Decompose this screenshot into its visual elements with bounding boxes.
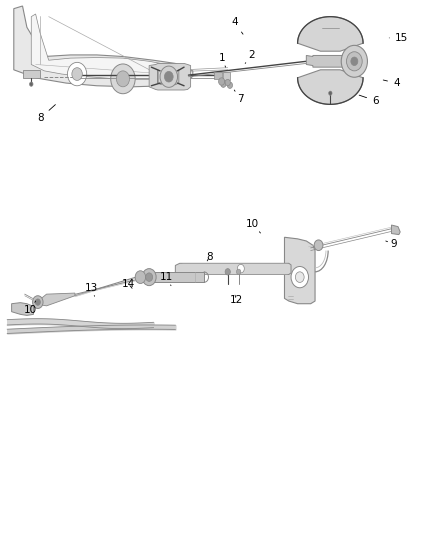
- Circle shape: [219, 78, 225, 85]
- Circle shape: [135, 271, 146, 284]
- Circle shape: [142, 269, 156, 286]
- Circle shape: [328, 91, 332, 95]
- Text: 8: 8: [206, 252, 213, 262]
- Text: 6: 6: [359, 95, 378, 106]
- Polygon shape: [306, 55, 354, 67]
- Circle shape: [237, 264, 244, 273]
- FancyBboxPatch shape: [223, 72, 230, 80]
- Circle shape: [227, 82, 233, 88]
- Polygon shape: [22, 70, 40, 78]
- Text: 2: 2: [245, 50, 255, 63]
- Polygon shape: [141, 272, 204, 282]
- Text: 10: 10: [23, 301, 36, 315]
- Polygon shape: [40, 293, 75, 306]
- Circle shape: [111, 64, 135, 94]
- Circle shape: [32, 296, 43, 309]
- Polygon shape: [285, 237, 315, 304]
- Text: 7: 7: [234, 90, 243, 104]
- Text: 4: 4: [231, 17, 243, 34]
- Circle shape: [67, 62, 87, 86]
- Circle shape: [146, 273, 152, 281]
- Polygon shape: [31, 14, 175, 79]
- Text: 8: 8: [38, 104, 55, 123]
- Text: 12: 12: [230, 295, 243, 305]
- Circle shape: [221, 81, 226, 87]
- Circle shape: [341, 45, 367, 77]
- Circle shape: [295, 272, 304, 282]
- Circle shape: [117, 71, 130, 87]
- Text: 15: 15: [389, 33, 408, 43]
- Circle shape: [225, 79, 230, 86]
- Circle shape: [237, 269, 241, 274]
- Polygon shape: [392, 225, 400, 235]
- Circle shape: [29, 82, 33, 86]
- Text: 9: 9: [386, 239, 397, 249]
- Polygon shape: [297, 70, 363, 104]
- Circle shape: [72, 68, 82, 80]
- Polygon shape: [14, 6, 193, 87]
- Circle shape: [35, 299, 40, 305]
- Polygon shape: [297, 17, 363, 51]
- Text: 14: 14: [122, 279, 135, 288]
- Polygon shape: [149, 63, 191, 90]
- Polygon shape: [158, 70, 179, 85]
- Text: 1: 1: [219, 53, 226, 67]
- Text: 4: 4: [383, 78, 399, 88]
- Polygon shape: [12, 303, 33, 316]
- Circle shape: [225, 269, 230, 275]
- Circle shape: [351, 57, 358, 66]
- Circle shape: [346, 52, 362, 71]
- Circle shape: [160, 66, 177, 87]
- Text: 13: 13: [85, 283, 98, 296]
- Polygon shape: [175, 263, 291, 274]
- Circle shape: [314, 240, 323, 251]
- Circle shape: [164, 71, 173, 82]
- Text: 11: 11: [160, 272, 173, 286]
- Circle shape: [291, 266, 308, 288]
- FancyBboxPatch shape: [214, 72, 222, 79]
- Text: 10: 10: [246, 219, 261, 233]
